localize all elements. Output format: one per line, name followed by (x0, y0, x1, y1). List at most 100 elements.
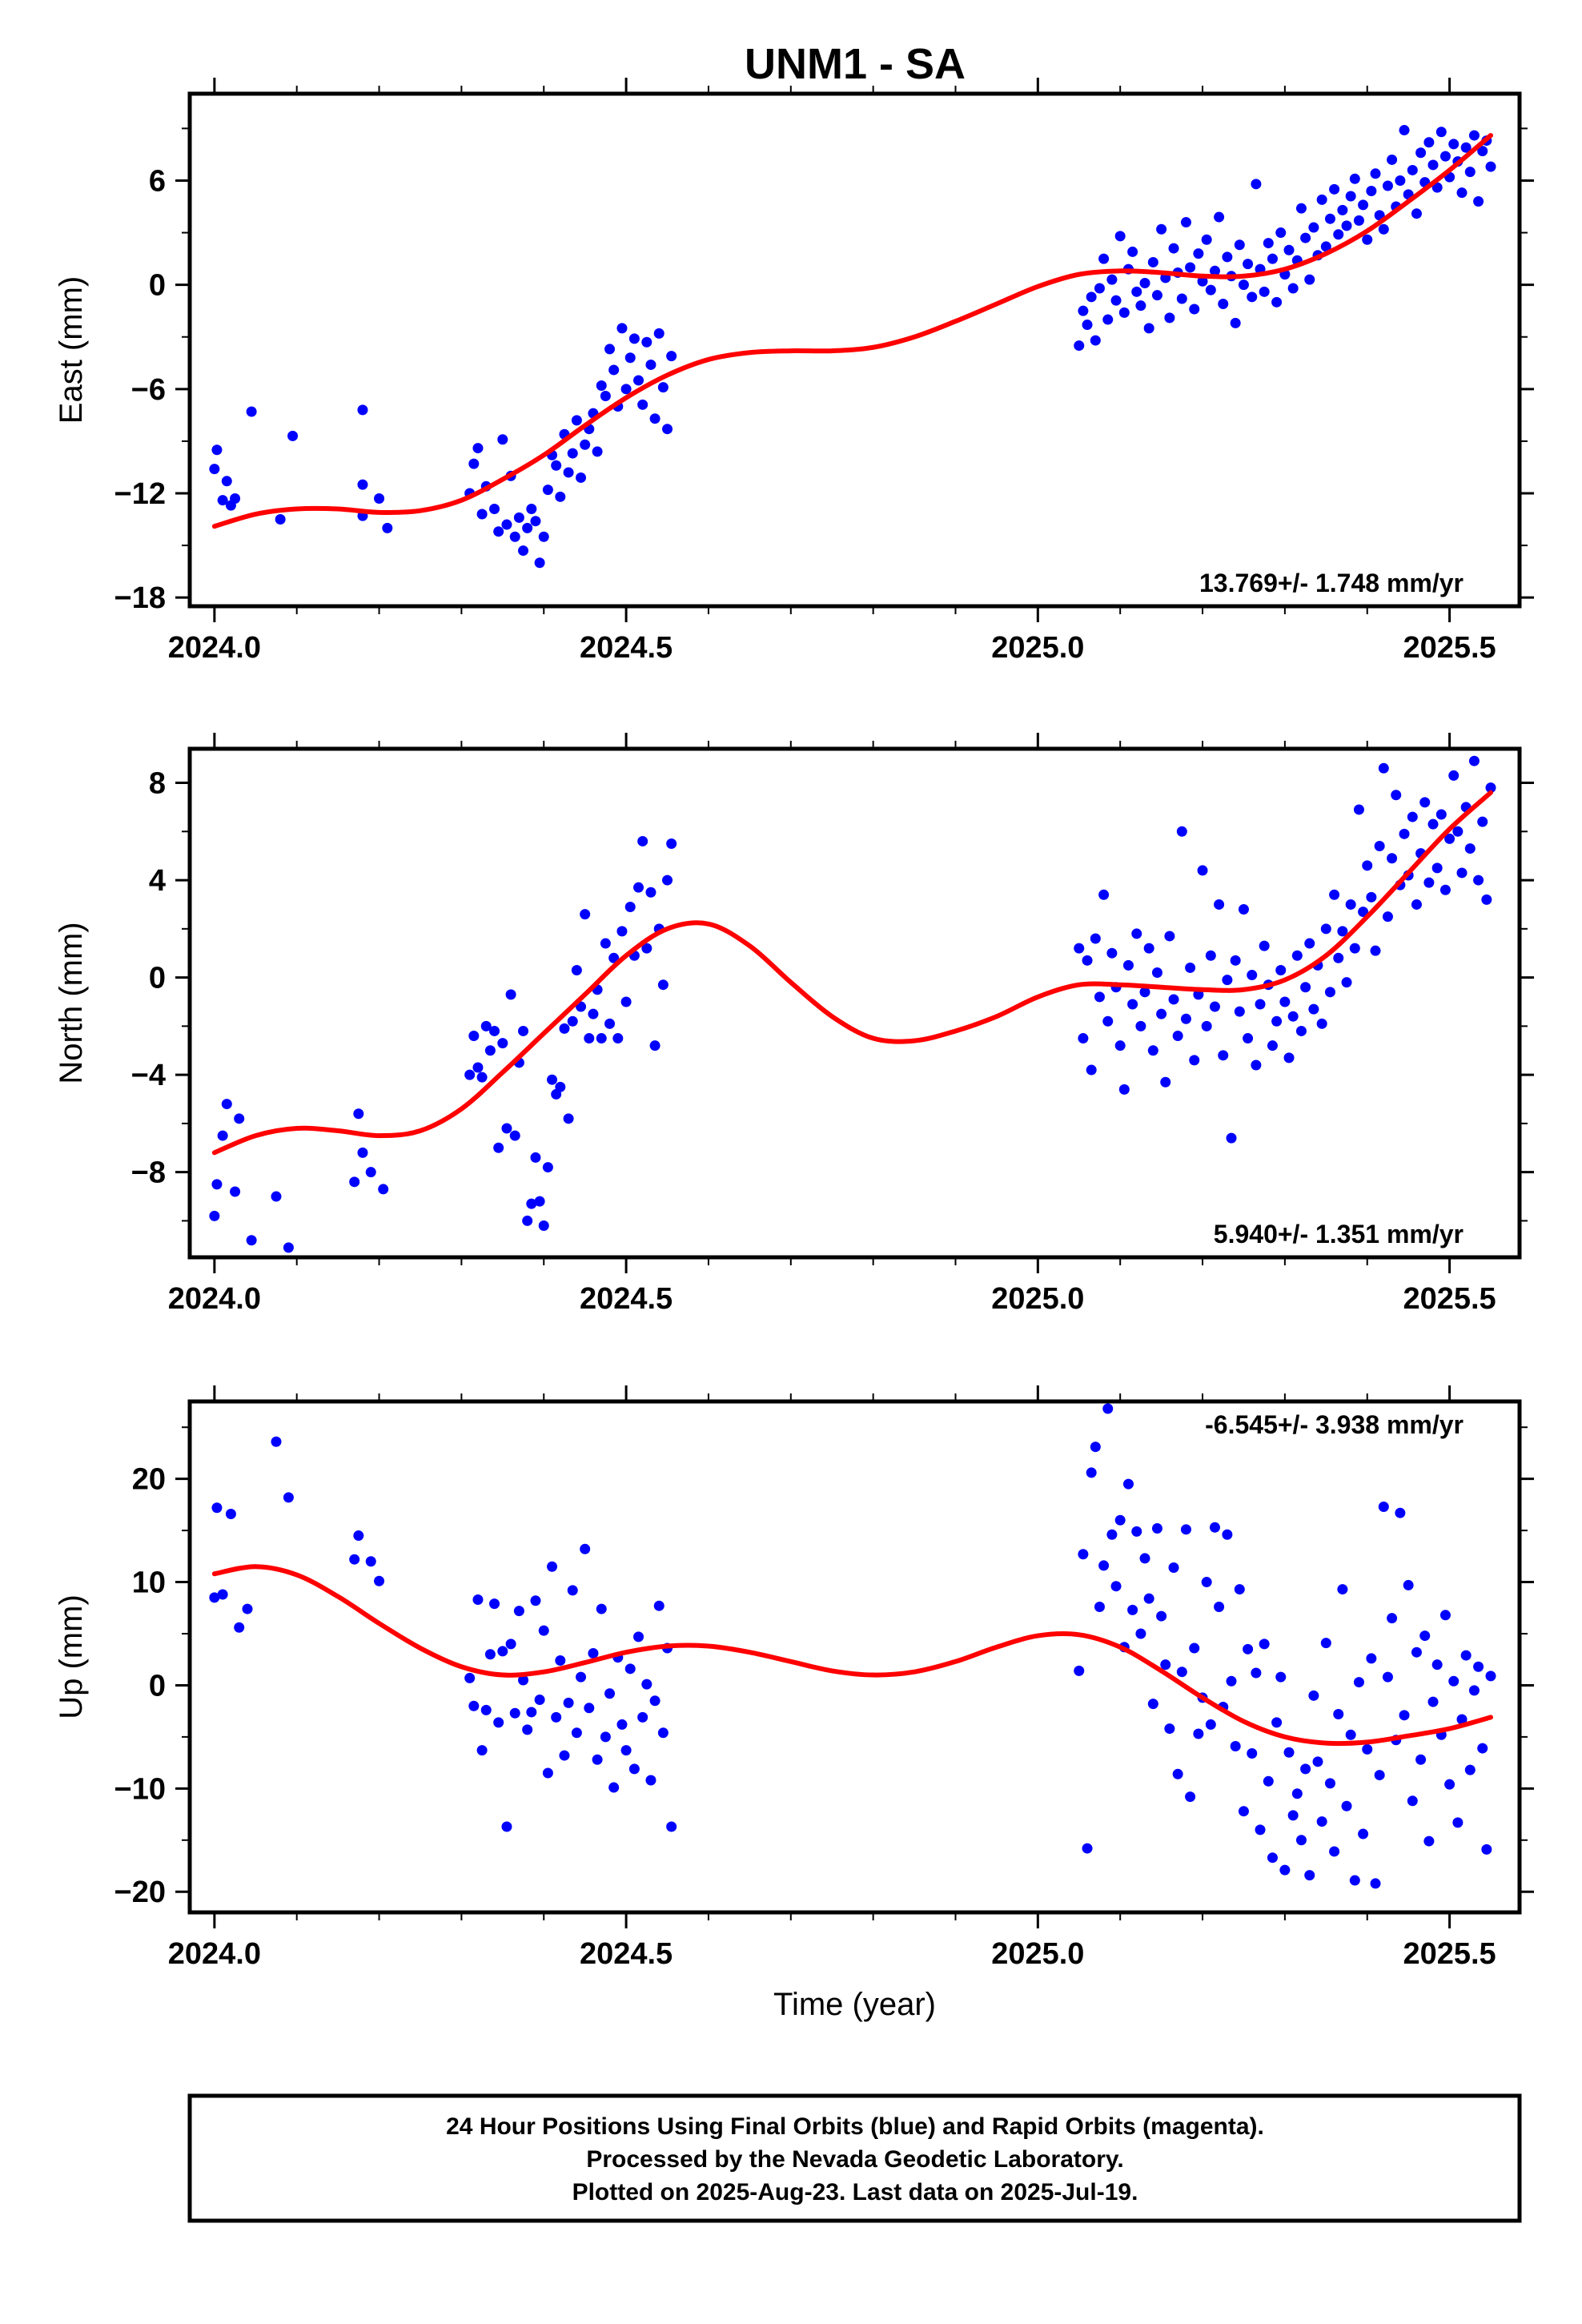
data-point (1180, 217, 1191, 228)
data-point (604, 1018, 616, 1029)
data-point (563, 1113, 574, 1124)
data-point (657, 1727, 669, 1739)
data-point (509, 1707, 520, 1719)
data-point (1362, 860, 1373, 871)
data-point (1127, 999, 1138, 1010)
data-point (653, 328, 665, 339)
data-point (1353, 804, 1364, 815)
data-point (1295, 1835, 1307, 1846)
data-point (1114, 231, 1126, 242)
data-point (616, 323, 628, 334)
data-point (518, 545, 529, 557)
rate-label: -6.545+/- 3.938 mm/yr (1205, 1410, 1464, 1439)
data-point (1151, 290, 1162, 301)
data-point (551, 1711, 562, 1723)
data-point (1189, 1055, 1200, 1066)
data-point (653, 1600, 665, 1611)
data-point (1337, 926, 1348, 937)
chart-panels: 2024.0 2024.5 2025.0 2025.5 −18 −12 −6 0 6 13.769… (54, 78, 1534, 2022)
data-point (576, 472, 587, 483)
data-point (1358, 907, 1369, 918)
data-point (378, 1184, 389, 1195)
data-point (1118, 1084, 1130, 1095)
data-point (1387, 154, 1398, 165)
data-point (1308, 1003, 1319, 1015)
fit-curve (211, 133, 1493, 529)
data-point (1411, 899, 1422, 910)
data-point (1189, 304, 1200, 315)
data-point (1230, 317, 1241, 328)
data-point (600, 390, 611, 401)
data-point (559, 1023, 570, 1034)
data-point (588, 1647, 599, 1659)
data-point (1407, 164, 1418, 175)
data-point (645, 887, 656, 898)
data-point (555, 1081, 566, 1092)
data-point (349, 1176, 360, 1188)
data-point (1271, 1015, 1283, 1027)
data-point (1452, 1817, 1464, 1828)
x-tick-label: 2024.0 (168, 631, 261, 665)
data-point (1209, 1522, 1220, 1533)
data-point (1358, 199, 1369, 211)
data-point (1395, 1507, 1406, 1518)
data-point (616, 1719, 628, 1730)
data-point (584, 1033, 595, 1044)
data-point (1320, 241, 1331, 252)
data-point (526, 1198, 537, 1209)
data-point (1370, 945, 1381, 956)
data-point (1362, 234, 1373, 245)
x-tick-label: 2024.5 (580, 1937, 673, 1971)
data-point (1098, 1560, 1110, 1571)
data-point (1168, 243, 1179, 254)
data-point (1345, 191, 1356, 202)
data-point (1090, 1441, 1101, 1453)
data-point (563, 467, 574, 478)
data-point (1370, 168, 1381, 179)
data-point (1349, 1875, 1360, 1886)
data-point (1131, 1526, 1142, 1537)
data-point (1151, 1523, 1162, 1534)
data-point (1452, 826, 1464, 837)
data-point (1345, 899, 1356, 910)
footer-line-1: 24 Hour Positions Using Final Orbits (bl… (446, 2113, 1264, 2140)
data-point (1333, 229, 1344, 240)
data-point (1222, 1529, 1233, 1540)
y-tick-label: 0 (149, 269, 166, 303)
data-point (1304, 274, 1315, 285)
data-point (555, 491, 566, 502)
data-point (1358, 1828, 1369, 1839)
data-point (513, 512, 524, 523)
data-point (1387, 853, 1398, 864)
data-point (472, 443, 484, 454)
x-tick-label: 2024.0 (168, 1282, 261, 1316)
data-point (518, 1675, 529, 1686)
data-point (1185, 262, 1196, 273)
data-point (1078, 1033, 1089, 1044)
data-point (1214, 1601, 1225, 1612)
data-points (209, 755, 1496, 1253)
data-point (1485, 161, 1496, 172)
data-point (1427, 818, 1439, 830)
data-point (1135, 1628, 1146, 1639)
data-point (1243, 1643, 1254, 1655)
data-point (1456, 867, 1468, 879)
data-point (1304, 938, 1315, 949)
data-point (641, 336, 652, 348)
data-point (1419, 797, 1431, 808)
data-point (538, 1220, 549, 1232)
data-point (493, 526, 504, 537)
panel-3: 2024.0 2024.5 2025.0 2025.5 −20 −10 0 10 20 -6.54… (54, 1385, 1534, 2022)
data-point (234, 1622, 245, 1633)
data-point (530, 1152, 541, 1163)
data-point (497, 434, 508, 445)
panel-frame (187, 1399, 1522, 1915)
data-point (534, 1694, 545, 1705)
data-point (1399, 125, 1410, 136)
data-point (480, 1020, 492, 1031)
data-point (1094, 283, 1105, 294)
data-point (357, 479, 368, 490)
data-point (1460, 1650, 1472, 1661)
data-point (1291, 1788, 1303, 1799)
